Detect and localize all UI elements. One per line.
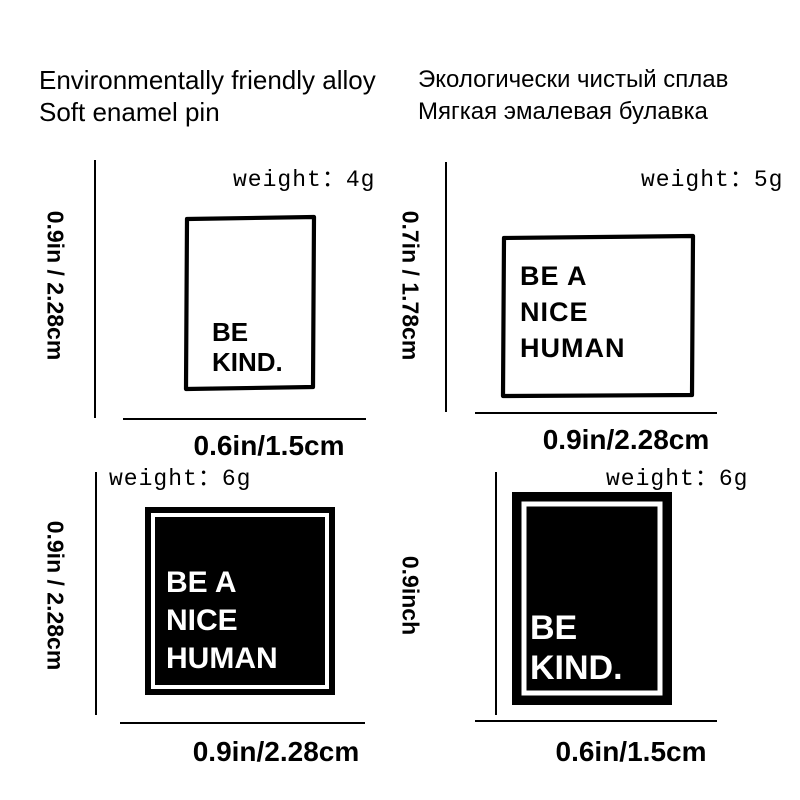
svg-text:BE: BE [530, 609, 577, 647]
svg-text:KIND.: KIND. [530, 649, 623, 687]
svg-text:HUMAN: HUMAN [520, 333, 626, 363]
svg-text:NICE: NICE [166, 604, 238, 637]
svg-text:BE A: BE A [166, 566, 237, 599]
svg-text:NICE: NICE [520, 297, 589, 327]
svg-text:BE: BE [212, 317, 248, 347]
svg-text:HUMAN: HUMAN [166, 642, 278, 675]
svg-text:BE A: BE A [520, 261, 588, 291]
svg-text:KIND.: KIND. [212, 347, 283, 377]
